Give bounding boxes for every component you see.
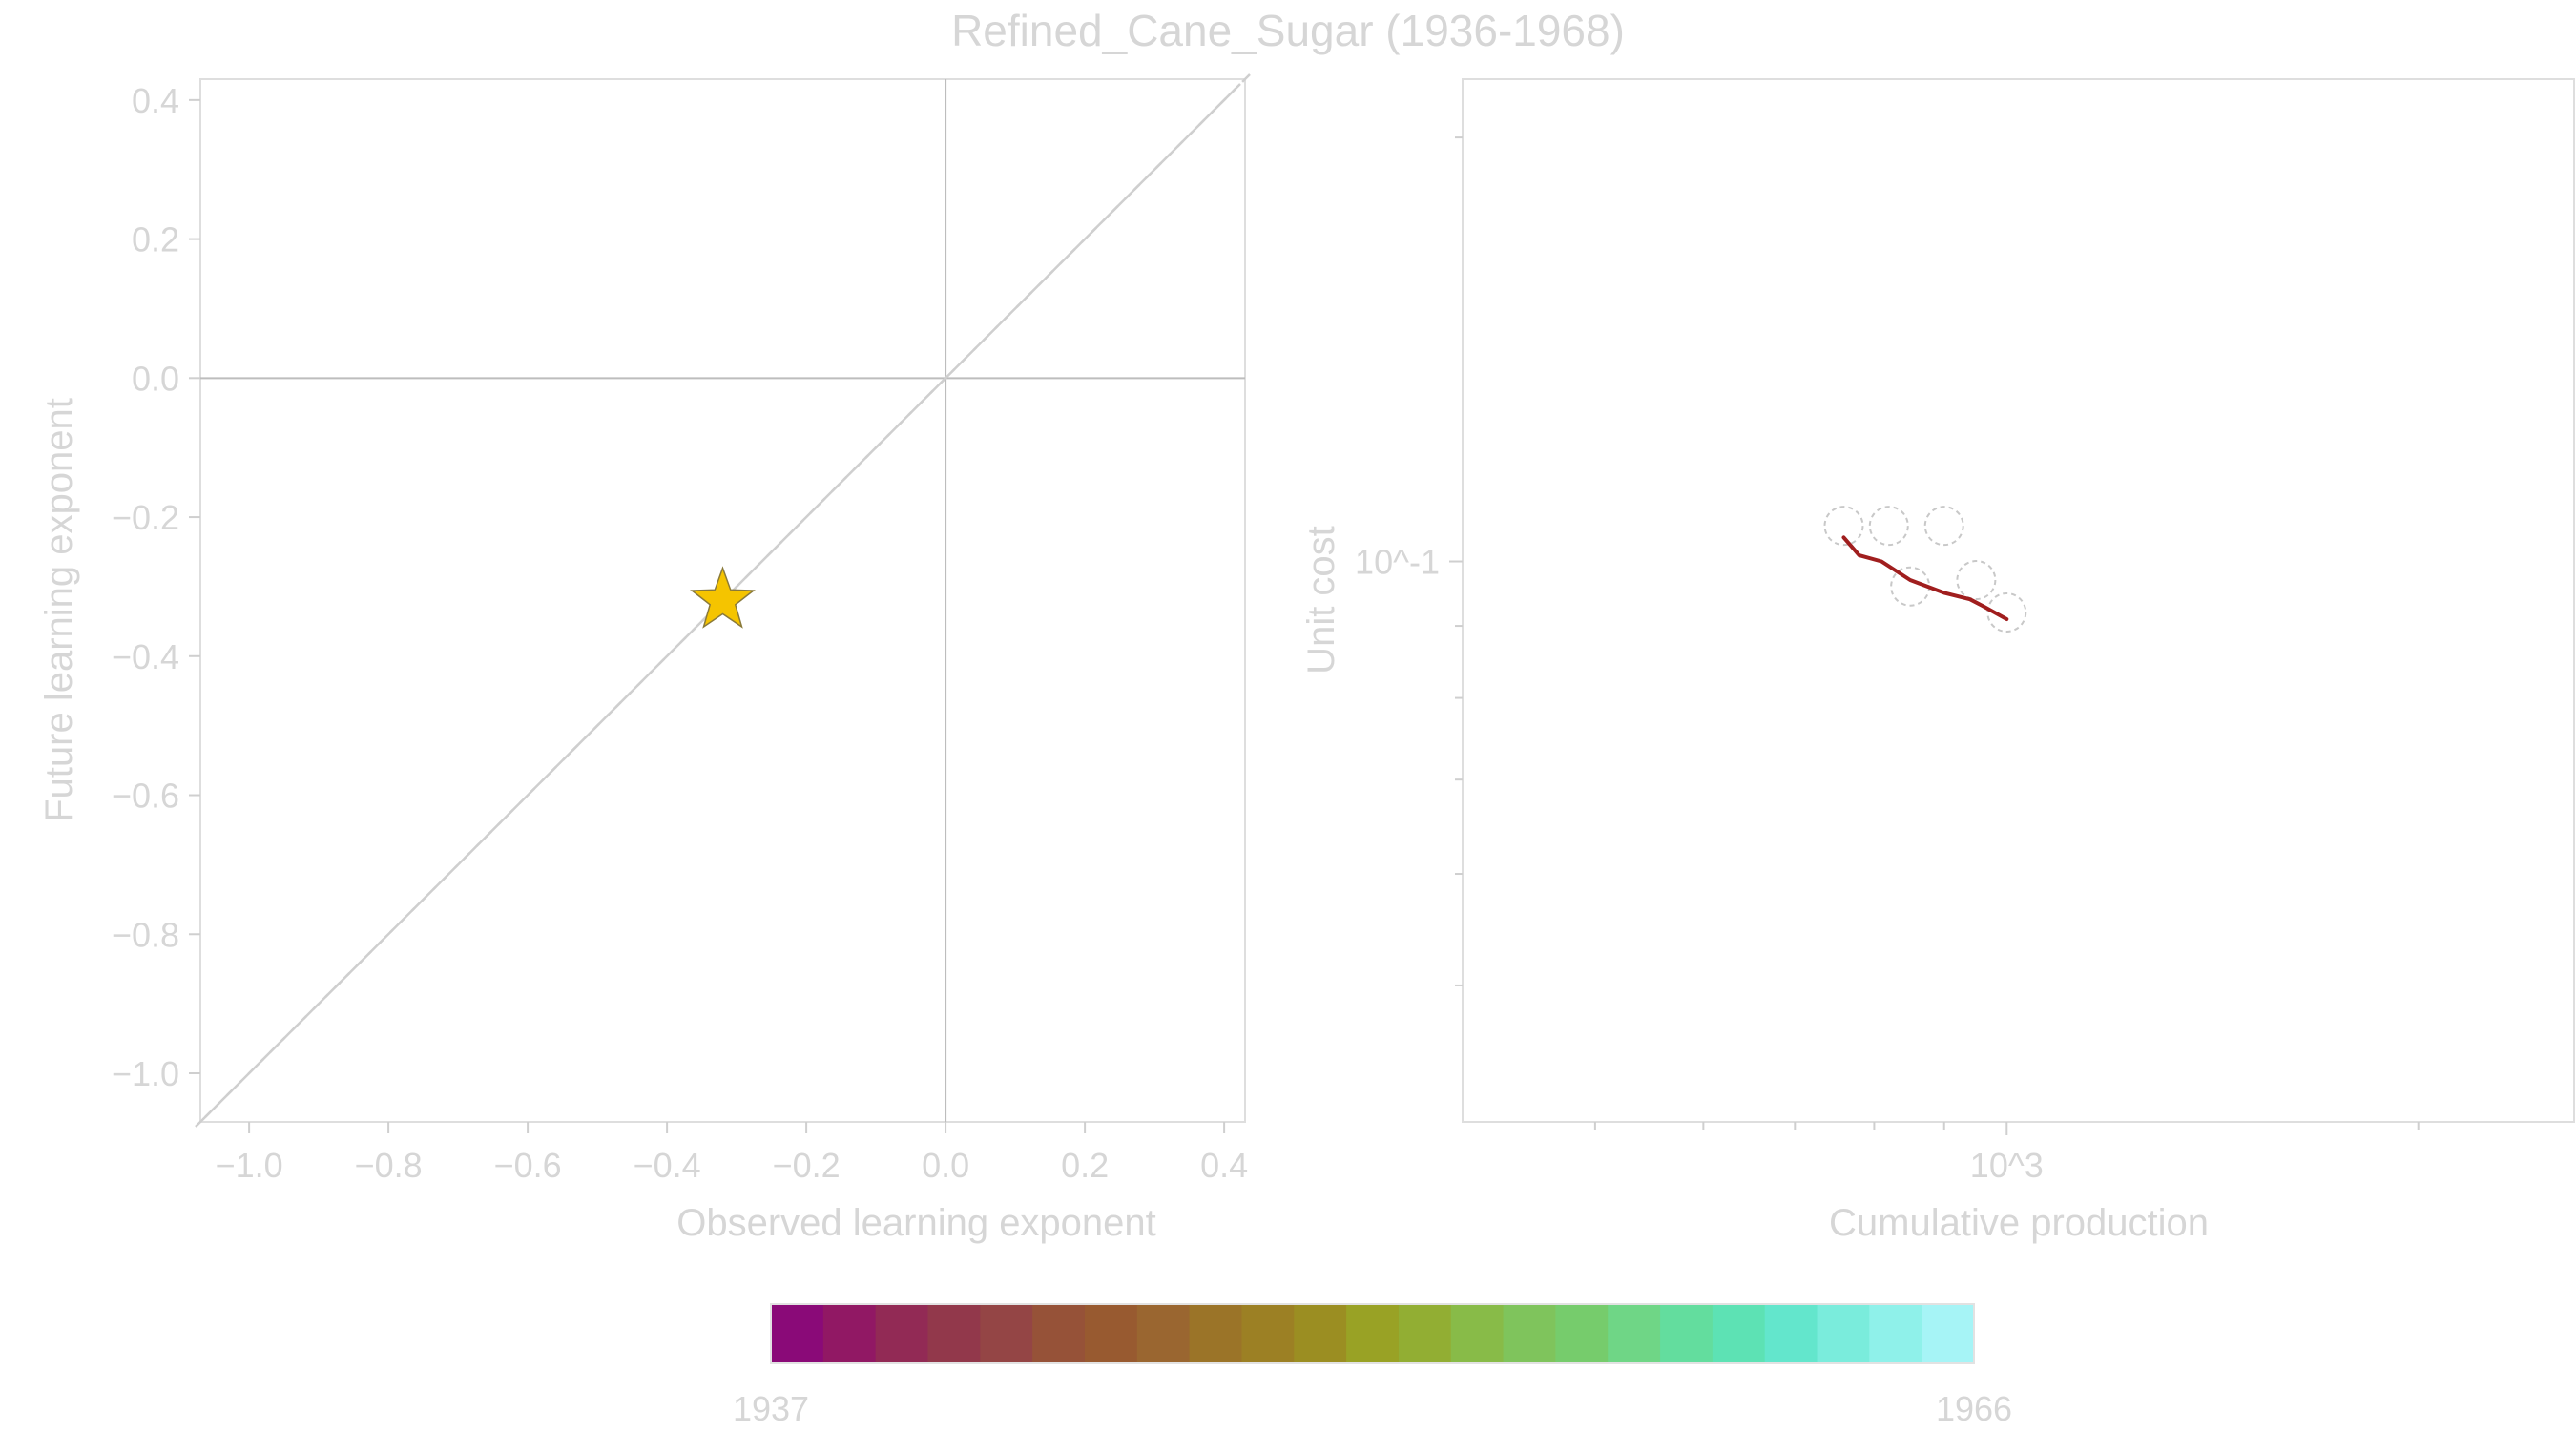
colorbar-swatch xyxy=(980,1304,1033,1363)
right-y-tick-label: 10^-1 xyxy=(1355,543,1440,582)
right-cost-panel: 10^3 10^-1 Cumulative production Unit cos… xyxy=(1300,78,2575,1244)
left-x-axis-label: Observed learning exponent xyxy=(676,1202,1156,1244)
colorbar-swatch xyxy=(1764,1304,1818,1363)
colorbar-min-label: 1937 xyxy=(733,1389,809,1428)
colorbar-swatch xyxy=(1817,1304,1870,1363)
right-x-axis-label: Cumulative production xyxy=(1829,1202,2209,1244)
left-x-tick-label: −1.0 xyxy=(216,1146,283,1185)
left-y-tick-label: 0.4 xyxy=(132,81,179,120)
colorbar-swatch xyxy=(1346,1304,1400,1363)
colorbar-swatch xyxy=(1450,1304,1505,1363)
colorbar-swatch xyxy=(1555,1304,1609,1363)
right-plot-frame xyxy=(1462,78,2575,1123)
left-plot-frame xyxy=(199,78,1246,1123)
left-axis-ticks: −1.0 −0.8 −0.6 −0.4 −0.2 0.0 0.2 0.4 −1.0 −0.8 −0.… xyxy=(112,81,1248,1185)
colorbar-swatch xyxy=(1869,1304,1922,1363)
right-x-tick-label: 10^3 xyxy=(1970,1146,2044,1185)
left-x-tick-label: −0.4 xyxy=(634,1146,701,1185)
colorbar-swatch xyxy=(875,1304,929,1363)
colorbar-swatch xyxy=(927,1304,981,1363)
right-y-axis-label: Unit cost xyxy=(1300,526,1342,674)
left-y-tick-label: −0.8 xyxy=(112,915,179,954)
figure-title: Refined_Cane_Sugar (1936-1968) xyxy=(951,6,1625,55)
colorbar-swatch xyxy=(822,1304,877,1363)
year-colorbar: 1937 1966 xyxy=(733,1303,2012,1428)
cost-series-line xyxy=(1841,535,2009,621)
left-y-tick-label: −0.4 xyxy=(112,637,179,676)
left-y-tick-label: −0.2 xyxy=(112,498,179,537)
right-cost-series xyxy=(1841,535,2009,621)
colorbar-max-label: 1966 xyxy=(1936,1389,2012,1428)
left-y-axis-label: Future learning exponent xyxy=(38,398,80,822)
colorbar-swatch xyxy=(771,1304,824,1363)
colorbar-swatch xyxy=(1084,1304,1138,1363)
left-scatter-panel: −1.0 −0.8 −0.6 −0.4 −0.2 0.0 0.2 0.4 −1.0 −0.8 −0.… xyxy=(38,73,1251,1244)
colorbar-swatch xyxy=(1503,1304,1556,1363)
colorbar-swatch xyxy=(1398,1304,1452,1363)
right-outline-circles xyxy=(1823,506,2027,633)
colorbar-swatch xyxy=(1136,1304,1191,1363)
left-y-tick-label: −0.6 xyxy=(112,777,179,816)
right-axis-ticks: 10^3 10^-1 xyxy=(1355,136,2420,1185)
left-x-tick-label: 0.4 xyxy=(1200,1146,1248,1185)
left-y-tick-label: −1.0 xyxy=(112,1054,179,1093)
outline-circle xyxy=(1868,506,1909,547)
left-x-tick-label: 0.0 xyxy=(922,1146,969,1185)
colorbar-swatch xyxy=(1922,1304,1975,1363)
left-data-points xyxy=(690,566,756,629)
star-point xyxy=(690,566,756,629)
left-x-tick-label: −0.8 xyxy=(355,1146,423,1185)
colorbar-swatch xyxy=(1032,1304,1086,1363)
colorbar-swatch xyxy=(1189,1304,1243,1363)
colorbar-swatch xyxy=(1608,1304,1661,1363)
outline-circle xyxy=(1986,591,2027,633)
colorbar-swatch xyxy=(1660,1304,1714,1363)
outline-circle xyxy=(1956,560,1997,601)
colorbar-swatches xyxy=(771,1304,1975,1363)
outline-circle xyxy=(1823,506,1864,547)
colorbar-swatch xyxy=(1712,1304,1766,1363)
colorbar-swatch xyxy=(1294,1304,1347,1363)
left-x-tick-label: −0.6 xyxy=(494,1146,562,1185)
colorbar-frame xyxy=(770,1303,1975,1364)
left-y-tick-label: 0.2 xyxy=(132,220,179,259)
left-x-tick-label: −0.2 xyxy=(773,1146,841,1185)
left-y-tick-label: 0.0 xyxy=(132,359,179,398)
left-x-tick-label: 0.2 xyxy=(1061,1146,1109,1185)
colorbar-swatch xyxy=(1241,1304,1295,1363)
outline-circle xyxy=(1923,506,1964,547)
